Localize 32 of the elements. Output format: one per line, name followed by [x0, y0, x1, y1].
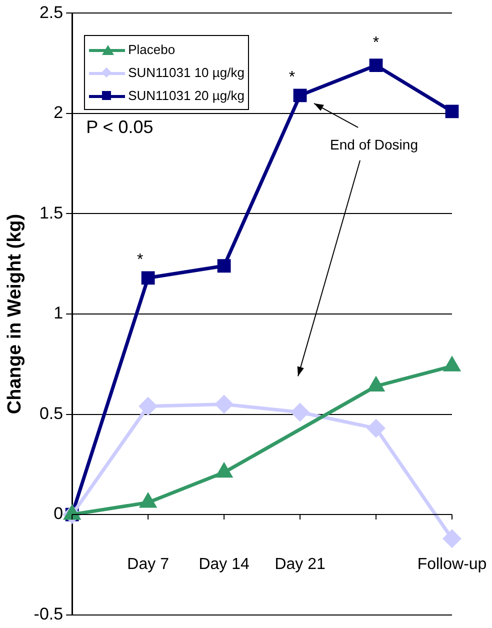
y-tick-label: 0: [54, 504, 64, 524]
legend-label: SUN11031 10 µg/kg: [128, 65, 244, 80]
point: [141, 271, 155, 285]
y-axis-title: Change in Weight (kg): [4, 214, 26, 414]
point: [216, 464, 232, 478]
point: [215, 395, 233, 413]
annotation: *: [372, 34, 380, 52]
legend-label: Placebo: [128, 42, 176, 58]
y-tick-label: 1.5: [39, 203, 64, 222]
point: [139, 397, 157, 415]
annotation: *: [288, 68, 296, 86]
legend-label: SUN11031 20 µg/kg: [128, 88, 244, 104]
y-tick-label: 1: [54, 304, 64, 323]
y-tick-label: 0.5: [39, 404, 64, 423]
point: [140, 494, 156, 508]
x-tick-label: Follow-up: [417, 556, 487, 574]
y-tick-label: 2.5: [39, 2, 64, 22]
point: [367, 420, 385, 438]
x-tick-label: Day 7: [127, 556, 170, 574]
annotation: *: [136, 251, 144, 268]
point: [443, 530, 461, 548]
point: [293, 88, 307, 102]
x-tick-label: Day 21: [274, 556, 326, 574]
point: [445, 104, 459, 118]
point: [291, 404, 309, 422]
x-tick-label: Day 14: [198, 556, 250, 574]
annotation: P < 0.05: [86, 117, 154, 138]
point: [217, 259, 231, 273]
point: [369, 58, 383, 72]
y-tick-label: -0.5: [34, 604, 64, 624]
y-tick-label: 2: [54, 103, 64, 122]
annotation: End of Dosing: [330, 136, 418, 152]
